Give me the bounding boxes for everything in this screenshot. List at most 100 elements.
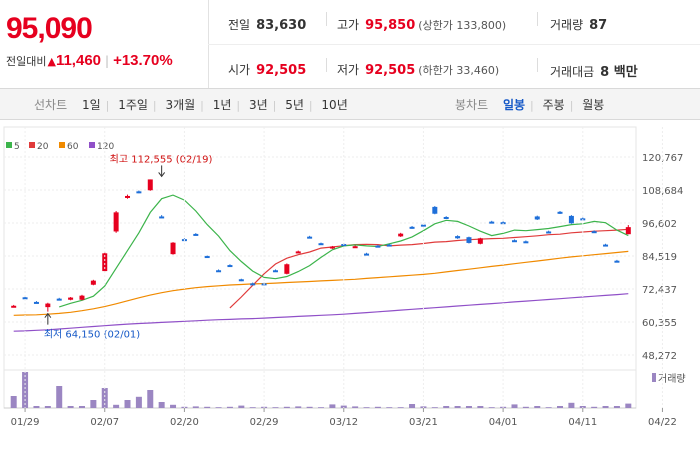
volume-bar <box>124 400 131 408</box>
candle-body <box>591 231 597 234</box>
line-chart-tabs: 선차트 1일 | 1주일 | 3개월 | 1년 | 3년 | 5년 | 10년 <box>34 98 348 112</box>
volume-bar <box>226 406 233 408</box>
candle-body <box>455 236 461 239</box>
candle-body <box>477 238 483 244</box>
volume-bar <box>613 406 620 408</box>
volume-bar <box>147 390 154 408</box>
candle-body <box>193 233 199 236</box>
candle-body <box>432 206 438 214</box>
volume-bar <box>306 406 313 408</box>
candle-body <box>614 260 620 263</box>
tab-monthly[interactable]: 월봉 <box>582 98 605 112</box>
stat-prev-close: 전일 83,630 <box>228 18 307 33</box>
low-arrowhead-icon <box>44 312 52 318</box>
volume-bar <box>454 406 461 408</box>
x-tick-label: 01/29 <box>11 417 40 428</box>
volume-bar <box>534 406 541 408</box>
candle-body <box>546 231 552 234</box>
tab-5y[interactable]: 5년 <box>285 98 304 112</box>
volume-bar <box>511 404 518 408</box>
y-tick-label: 60,355 <box>642 318 677 329</box>
volume-bar <box>443 406 450 408</box>
tab-1y[interactable]: 1년 <box>212 98 232 112</box>
volume-bar <box>602 406 609 408</box>
volume-bar <box>78 406 85 408</box>
tab-3y[interactable]: 3년 <box>248 98 268 112</box>
candle-body <box>56 298 62 301</box>
candle-body <box>443 216 449 219</box>
tab-daily[interactable]: 일봉 <box>502 98 526 112</box>
candle-body <box>568 215 574 224</box>
tab-weekly[interactable]: 주봉 <box>542 98 565 112</box>
volume-bar <box>204 406 211 408</box>
change-row: 전일대비▲11,460 | +13.70% <box>6 52 173 69</box>
candle-body <box>33 301 39 304</box>
candle-body <box>204 256 210 259</box>
candle-body <box>409 226 415 229</box>
candle-body <box>603 244 609 247</box>
volume-bar <box>591 406 598 408</box>
high-annotation: 최고 112,555 (02/19) <box>110 153 213 165</box>
volume-bar <box>397 407 404 408</box>
legend-label: 60 <box>67 142 79 152</box>
candle-body <box>147 179 153 191</box>
candle-body <box>136 191 142 194</box>
volume-bar <box>283 406 290 408</box>
candle-body <box>227 265 233 268</box>
volume-bar <box>557 406 564 408</box>
candle-body <box>341 244 347 247</box>
volume-bar <box>22 372 29 408</box>
volume-bar <box>90 400 97 408</box>
candle-body <box>102 253 108 272</box>
y-tick-label: 72,437 <box>642 285 677 296</box>
candle-body <box>250 283 256 286</box>
x-axis: 01/29 02/07 02/20 02/29 03/12 03/21 04/01 04/11… <box>11 127 677 428</box>
stat-volume: 거래량 87 <box>550 18 608 33</box>
volume-bar <box>272 407 279 408</box>
candle-body <box>22 297 28 300</box>
ma-legend: 5 20 60 120 <box>6 142 114 152</box>
tab-1d[interactable]: 1일 <box>81 98 101 112</box>
candle-body <box>307 236 313 239</box>
chart-grid <box>3 126 637 371</box>
quote-header: 95,090 전일대비▲11,460 | +13.70% 전일 83,630 고가 95… <box>0 0 700 89</box>
y-tick-label: 120,767 <box>642 153 683 164</box>
volume-bar <box>238 405 245 408</box>
volume-bar <box>488 407 495 408</box>
volume-bar <box>295 406 302 408</box>
tab-1w[interactable]: 1주일 <box>118 98 148 112</box>
tab-10y[interactable]: 10년 <box>321 98 348 112</box>
candle-body <box>170 242 176 255</box>
ma120-line <box>13 293 629 332</box>
volume-bar <box>465 406 472 408</box>
stat-low: 저가 92,505 (하한가 33,460) <box>337 63 500 78</box>
volume-bar <box>477 406 484 408</box>
stat-high: 고가 95,850 (상한가 133,800) <box>337 18 507 33</box>
volume-bar <box>67 406 74 408</box>
up-arrow-icon: ▲ <box>47 55 56 68</box>
volume-bar <box>113 404 120 408</box>
volume-legend: 거래량 <box>658 373 686 385</box>
x-tick-label: 02/29 <box>250 417 279 428</box>
change-percent: +13.70% <box>113 52 173 69</box>
change-amount: 11,460 <box>55 52 102 69</box>
volume-bar <box>545 407 552 408</box>
candle-body <box>466 237 472 243</box>
volume-bar <box>568 402 575 408</box>
tab-3m[interactable]: 3개월 <box>165 98 196 112</box>
volume-bar <box>33 406 40 408</box>
candle-body <box>295 251 301 254</box>
current-price: 95,090 <box>6 12 93 45</box>
x-tick-label: 02/07 <box>90 417 119 428</box>
volume-bar <box>249 407 256 408</box>
x-tick-label: 02/20 <box>170 417 199 428</box>
candle-body <box>159 216 165 219</box>
candle-body <box>272 270 278 273</box>
stat-open: 시가 92,505 <box>228 63 307 78</box>
candle-chart-tabs: 봉차트 일봉 | 주봉 | 월봉 <box>455 98 605 112</box>
volume-bar <box>44 406 51 408</box>
ma20-line <box>229 228 629 309</box>
candle-body <box>125 195 131 198</box>
volume-bar <box>318 407 324 408</box>
volume-bar <box>56 386 63 408</box>
